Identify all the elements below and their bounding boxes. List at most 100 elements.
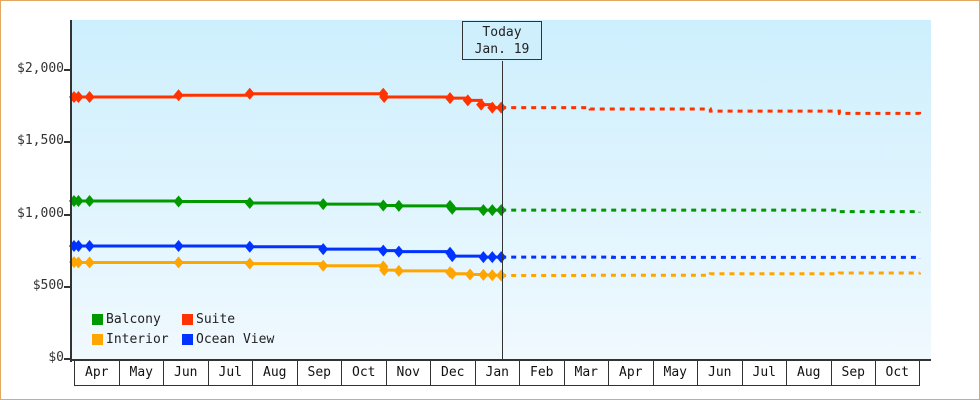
data-point-marker[interactable]: [84, 240, 95, 253]
x-tick-label: Feb: [519, 361, 564, 385]
x-tick-label: Jul: [741, 361, 787, 385]
plot-area: [72, 20, 931, 359]
data-point-marker[interactable]: [478, 204, 489, 217]
legend-item-ocean-view[interactable]: Ocean View: [182, 332, 274, 347]
x-tick-label: Sep: [296, 361, 342, 385]
x-tick-label: May: [652, 361, 698, 385]
data-point-marker[interactable]: [73, 256, 84, 269]
x-tick-label: Sep: [830, 361, 876, 385]
data-point-marker[interactable]: [73, 240, 84, 253]
y-tick: [64, 141, 71, 144]
x-tick-label: Aug: [786, 361, 831, 385]
y-tick: [64, 69, 71, 71]
data-point-marker[interactable]: [244, 196, 255, 209]
y-tick-label: $1,500: [17, 133, 64, 149]
legend-item-interior[interactable]: Interior: [92, 332, 169, 347]
data-point-marker[interactable]: [378, 199, 389, 212]
today-label: Today: [482, 25, 522, 40]
data-point-marker[interactable]: [173, 89, 184, 102]
data-point-marker[interactable]: [244, 240, 255, 253]
data-point-marker[interactable]: [496, 251, 507, 264]
x-tick-label: Apr: [74, 361, 119, 385]
x-tick-label: Jul: [207, 361, 253, 385]
x-axis: [72, 359, 931, 361]
data-point-marker[interactable]: [73, 91, 84, 104]
y-tick: [64, 213, 71, 216]
today-date: Jan. 19: [474, 42, 530, 57]
data-point-marker[interactable]: [496, 204, 507, 217]
data-point-marker[interactable]: [478, 268, 489, 281]
data-point-marker[interactable]: [393, 264, 404, 277]
legend-item-suite[interactable]: Suite: [182, 312, 235, 327]
data-point-marker[interactable]: [476, 98, 487, 111]
x-tick-label: Jun: [163, 361, 208, 385]
legend-label: Ocean View: [196, 332, 275, 347]
x-tick-label: Dec: [430, 361, 475, 385]
x-tick-label: Nov: [385, 361, 431, 385]
y-tick: [64, 285, 71, 288]
data-point-marker[interactable]: [496, 269, 507, 282]
ocean-view-swatch-icon: [182, 334, 193, 345]
y-tick-label: $500: [32, 277, 64, 293]
data-point-marker[interactable]: [478, 251, 489, 264]
data-point-marker[interactable]: [84, 91, 95, 104]
today-line: [502, 61, 503, 359]
series-forecast-line: [501, 271, 921, 277]
data-point-marker[interactable]: [445, 92, 456, 105]
series-history-line: [74, 199, 502, 212]
data-point-marker[interactable]: [487, 269, 498, 282]
legend-label: Balcony: [106, 312, 161, 327]
data-point-marker[interactable]: [487, 251, 498, 264]
series-forecast-line: [501, 208, 921, 214]
series-forecast-line: [501, 255, 921, 260]
y-tick-label: $1,000: [17, 205, 64, 221]
x-tick-label: Oct: [875, 361, 920, 385]
data-point-marker[interactable]: [447, 202, 458, 215]
data-point-marker[interactable]: [173, 240, 184, 253]
data-point-marker[interactable]: [244, 87, 255, 100]
suite-swatch-icon: [182, 314, 193, 325]
x-tick-label: Mar: [563, 361, 609, 385]
series-history-line: [74, 260, 503, 277]
legend-label: Interior: [106, 332, 169, 347]
series-history-line: [74, 92, 502, 110]
x-tick-label: Apr: [608, 361, 653, 385]
data-point-marker[interactable]: [487, 204, 498, 217]
data-point-marker[interactable]: [244, 257, 255, 270]
legend-item-balcony[interactable]: Balcony: [92, 312, 161, 327]
y-tick: [64, 358, 71, 360]
data-point-marker[interactable]: [462, 94, 473, 107]
x-tick-label: May: [118, 361, 164, 385]
y-axis: [70, 20, 72, 362]
x-tick-label: Jan: [474, 361, 520, 385]
x-tick-label: Aug: [252, 361, 297, 385]
y-tick-label: $0: [48, 350, 64, 365]
data-point-marker[interactable]: [487, 101, 498, 114]
data-point-marker[interactable]: [465, 268, 476, 281]
data-point-marker[interactable]: [393, 199, 404, 212]
series-forecast-line: [501, 106, 921, 116]
data-point-marker[interactable]: [447, 267, 458, 280]
data-point-marker[interactable]: [318, 198, 329, 211]
data-point-marker[interactable]: [84, 195, 95, 208]
data-point-marker[interactable]: [378, 244, 389, 257]
data-point-marker[interactable]: [447, 250, 458, 263]
x-axis-months: Apr May Jun Jul Aug Sep Oct Nov Dec Jan Feb Mar Apr M…: [74, 361, 920, 386]
data-point-marker[interactable]: [379, 91, 390, 104]
series-history-line: [74, 244, 502, 259]
interior-swatch-icon: [92, 334, 103, 345]
data-point-marker[interactable]: [173, 256, 184, 269]
legend-label: Suite: [196, 312, 236, 327]
today-marker: Today Jan. 19: [462, 21, 542, 60]
data-point-marker[interactable]: [84, 256, 95, 269]
data-point-marker[interactable]: [318, 259, 329, 272]
data-point-marker[interactable]: [393, 245, 404, 258]
balcony-swatch-icon: [92, 314, 103, 325]
data-point-marker[interactable]: [318, 243, 329, 256]
data-point-marker[interactable]: [379, 264, 390, 277]
data-point-marker[interactable]: [496, 101, 507, 114]
x-tick-label: Jun: [697, 361, 742, 385]
data-point-marker[interactable]: [73, 195, 84, 208]
data-point-marker[interactable]: [173, 195, 184, 208]
x-tick-label: Oct: [341, 361, 386, 385]
